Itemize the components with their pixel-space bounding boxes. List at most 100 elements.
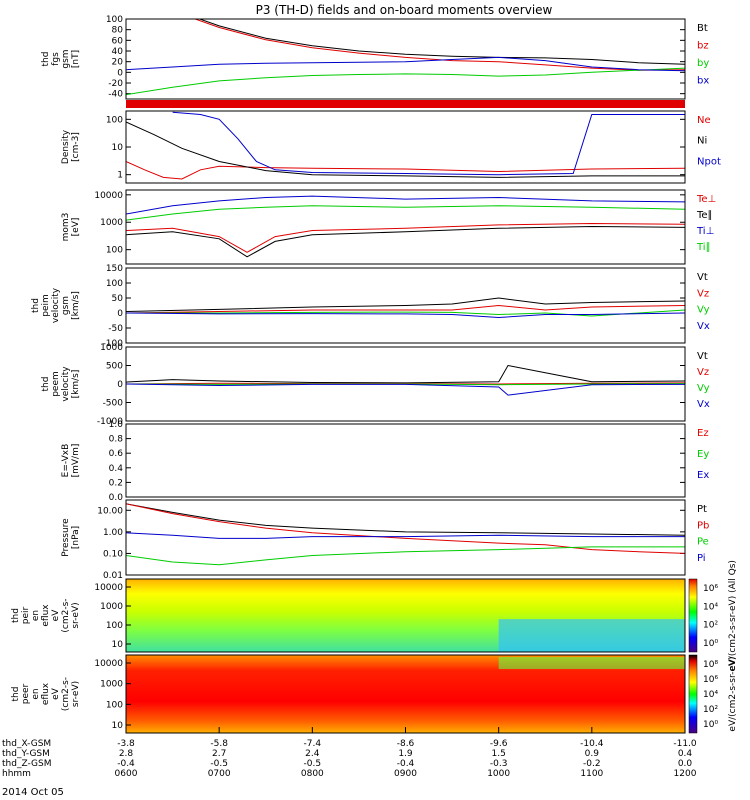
y-tick-label: 1000 [100,343,123,353]
y-tick-label: 10 [112,721,124,731]
y-axis-label-line: (cm2-s- [61,677,71,711]
legend-entry: bx [697,76,709,87]
y-axis-label-line: [cm-3] [71,132,81,162]
y-tick-label: 100 [106,621,123,631]
y-axis-label-line: sr-eV) [71,681,81,707]
panel-frame [125,110,686,184]
y-axis-label-line: [eV] [71,218,81,237]
series-line-blue [126,532,685,539]
x-axis-value: 0.4 [678,749,693,759]
panel-frame [125,578,686,653]
x-axis-row-label: thd_Z-GSM [2,759,51,769]
panel-mom: 10000 1000 100 mom3 [eV] Te⊥ Te∥ Ti⊥ Ti∥ [61,189,716,265]
series-line-blue [172,111,685,176]
y-axis-label-line: peir [21,606,31,624]
legend-entry: Ti∥ [696,242,711,253]
series-line-blue [126,195,685,215]
legend-entry: Ey [697,449,709,460]
x-axis-value: 2.7 [212,749,226,759]
legend-entry: Vy [697,305,710,316]
x-axis-value: -0.4 [117,759,135,769]
legend-entry: Te∥ [696,210,713,221]
series-line-red [193,19,685,71]
panel-peim: 150 100 50 0 -50 -100 thd peim velocity gsm [km/s]… [31,264,710,349]
colorbar-tick-label: 10² [703,621,718,631]
legend-entry: Ex [697,470,709,481]
y-tick-label: 0 [117,380,123,390]
x-axis-value: -3.8 [117,739,135,749]
legend-entry: by [697,58,709,69]
y-axis-label-line: eV [51,687,61,700]
legend-entry: Pt [697,504,707,515]
y-axis-label-line: velocity [61,366,71,402]
y-axis-label-line: gsm [61,49,71,68]
colorbar-tick-label: 10⁶ [703,675,718,685]
y-axis-label-line: [nT] [71,50,81,68]
y-axis-label-line: thd [41,377,51,392]
y-tick-label: 0 [117,68,123,78]
y-tick-label: 10 [112,143,124,153]
y-tick-label: -40 [108,90,123,100]
y-tick-label: -20 [108,79,123,89]
y-tick-label: 10000 [94,191,123,201]
y-tick-label: 10.00 [97,506,123,516]
x-axis-value: 0700 [208,769,231,779]
x-axis-value: -11.0 [673,739,697,749]
chart-title: P3 (TH-D) fields and on-board moments ov… [256,3,553,17]
series-line-black [126,364,685,384]
y-tick-label: 10000 [94,659,123,669]
y-tick-label: 60 [112,36,124,46]
series-line-green [126,309,685,317]
y-tick-label: 0.2 [109,478,123,488]
y-tick-label: 0.10 [103,549,123,559]
colorbar-tick-label: 10⁰ [703,720,718,730]
colorbar-label: eV/(cm2-s-sr-eV) (All Qs) [728,560,738,671]
y-axis-label-line: velocity [51,287,61,323]
panel-frame [125,189,686,265]
date-label: 2014 Oct 05 [2,787,64,798]
y-axis-label-line: Pressure [61,518,71,557]
y-axis-label-line: gsm [61,296,71,315]
panel-frame [125,18,686,100]
legend-entry: Ti⊥ [696,226,714,237]
series-line-black [126,121,685,178]
x-axis-value: -5.8 [210,739,228,749]
x-axis-value: -0.3 [490,759,508,769]
legend-entry: Ne [697,115,711,126]
y-tick-label: 100 [106,700,123,710]
x-axis-row-label: thd_X-GSM [2,739,51,749]
x-axis-value: 0.0 [678,759,693,769]
legend-entry: Pi [697,553,706,564]
y-axis-label-line: en [31,610,41,621]
y-tick-label: 20 [112,58,124,68]
legend-entry: Ni [697,136,707,147]
legend-entry: Npot [697,156,721,167]
y-tick-label: 80 [112,26,124,36]
legend-entry: Vt [697,351,708,362]
x-axis-value: 1000 [487,769,510,779]
heatmap-feature-high-energy [498,657,685,669]
legend-entry: Pb [697,520,709,531]
x-axis-value: 1.5 [492,749,506,759]
x-axis-row-label: hhmm [2,769,31,779]
y-tick-label: 0.01 [103,571,123,581]
y-tick-label: 10 [112,640,124,650]
y-tick-label: -1000 [97,417,123,427]
x-axis-value: 1.9 [398,749,413,759]
legend-entry: Vt [697,272,708,283]
legend-entry: Vy [697,383,710,394]
y-axis-label-line: E=-VxB [61,444,71,478]
y-axis-label-line: eflux [41,682,51,705]
series-line-green [126,67,685,96]
y-tick-label: -50 [108,324,123,334]
y-axis-label-line: [km/s] [71,291,81,320]
series-line-black [126,297,685,312]
series-line-black [126,503,685,536]
series-line-black [126,225,685,258]
y-axis-label-line: peer [21,683,31,704]
legend-entry: Ez [697,428,709,439]
colorbar-tick-label: 10⁴ [703,690,718,700]
y-tick-label: 100 [106,115,123,125]
series-line-red [126,304,685,314]
x-axis-value: -0.5 [210,759,228,769]
